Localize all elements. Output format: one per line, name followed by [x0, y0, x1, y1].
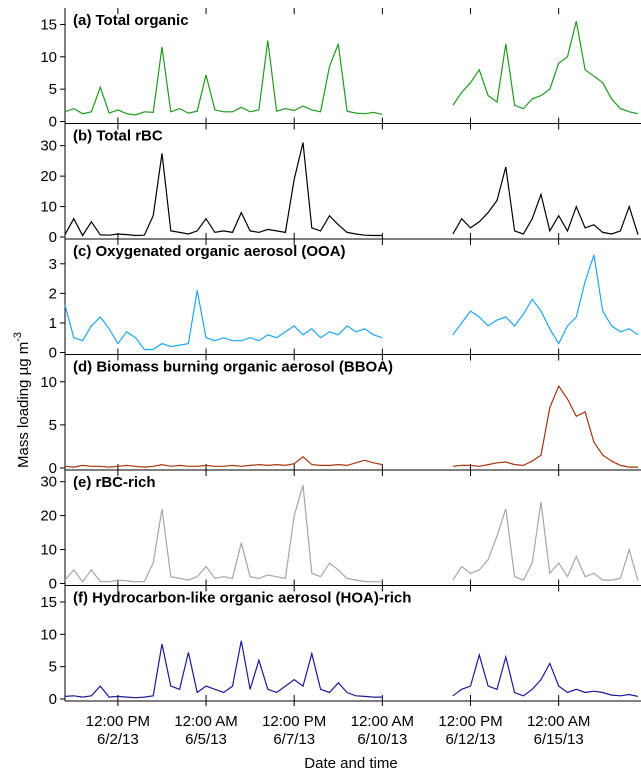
panel-title: (f) Hydrocarbon-like organic aerosol (HO… [73, 590, 411, 607]
y-axis-title-sup: -3 [12, 332, 24, 342]
y-tick-label: 10 [40, 49, 57, 66]
y-tick-label: 15 [40, 594, 57, 611]
y-tick-label: 10 [40, 626, 57, 643]
panel-title: (d) Biomass burning organic aerosol (BBO… [73, 359, 393, 376]
x-tick-label: 12:00 AM 6/5/13 [174, 713, 238, 748]
y-tick-label: 30 [40, 138, 57, 155]
y-tick-label: 5 [49, 659, 57, 676]
y-tick-label: 3 [49, 256, 57, 273]
y-axis-title-text: Mass loading µg m [15, 342, 32, 468]
panel-title: (e) rBC-rich [73, 474, 156, 491]
x-tick-label: 12:00 PM 6/2/13 [85, 713, 150, 748]
y-tick-label: 20 [40, 508, 57, 525]
data-line [64, 21, 639, 116]
x-tick-label: 12:00 AM 6/10/13 [350, 713, 415, 748]
panel-title: (c) Oxygenated organic aerosol (OOA) [73, 243, 346, 260]
data-line [64, 384, 638, 468]
y-tick-label: 0 [49, 691, 57, 708]
y-tick-label: 10 [40, 199, 57, 216]
y-tick-label: 30 [40, 474, 57, 491]
y-tick-label: 20 [40, 168, 57, 185]
y-tick-label: 10 [40, 374, 57, 391]
y-tick-label: 2 [49, 285, 57, 302]
data-line [64, 640, 639, 699]
data-line [64, 142, 639, 237]
panel-title: (a) Total organic [73, 12, 189, 29]
y-tick-label: 1 [49, 315, 57, 332]
data-line [64, 484, 639, 583]
y-tick-label: 15 [40, 16, 57, 33]
y-tick-label: 0 [49, 345, 57, 362]
x-axis-title: Date and time [304, 755, 397, 772]
y-axis-title: Mass loading µg m-3 [12, 332, 32, 468]
y-tick-label: 5 [49, 81, 57, 98]
y-tick-label: 10 [40, 542, 57, 559]
x-tick-label: 12:00 PM 6/7/13 [262, 713, 327, 748]
x-tick-label: 12:00 AM 6/15/13 [526, 713, 591, 748]
y-tick-label: 0 [49, 229, 57, 246]
x-tick-label: 12:00 PM 6/12/13 [438, 713, 503, 748]
y-tick-label: 5 [49, 417, 57, 434]
panel-title: (b) Total rBC [73, 128, 163, 145]
y-tick-label: 0 [49, 576, 57, 593]
data-line [64, 254, 639, 351]
y-tick-label: 0 [49, 460, 57, 477]
y-tick-label: 0 [49, 114, 57, 131]
